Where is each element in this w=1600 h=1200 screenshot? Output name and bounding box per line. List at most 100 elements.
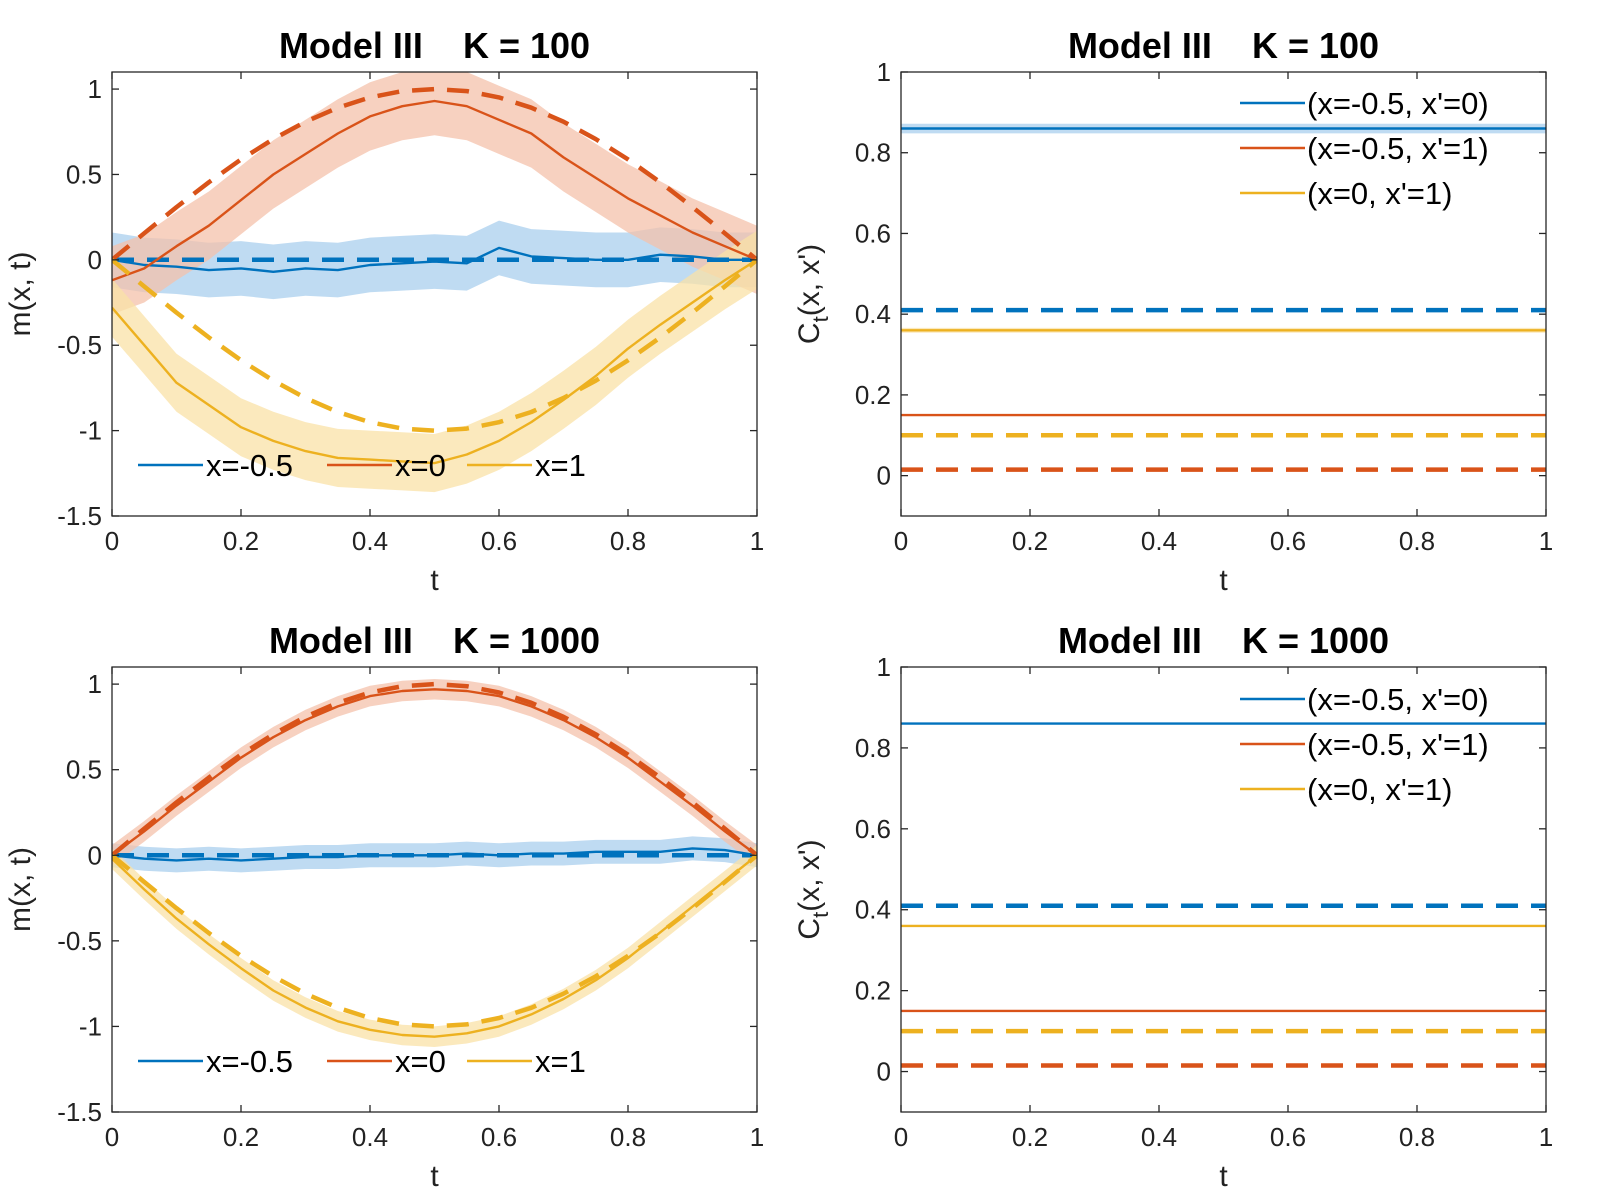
exact-line-yellow bbox=[112, 853, 757, 1029]
axes-box bbox=[900, 71, 1547, 517]
y-tick-label: -0.5 bbox=[57, 330, 102, 360]
x-tick-label: 0.2 bbox=[1012, 1122, 1048, 1152]
y-axis-label: Ct(x, x') bbox=[793, 244, 833, 344]
y-tick-label: 0.4 bbox=[855, 895, 891, 925]
plot-content bbox=[112, 72, 757, 493]
y-tick-label: 0 bbox=[877, 461, 891, 491]
x-tick-label: 0 bbox=[105, 1122, 119, 1152]
legend-label: x=-0.5 bbox=[206, 1044, 293, 1079]
confidence-band-yellow bbox=[112, 230, 757, 493]
chart-title: Model III K = 1000 bbox=[269, 620, 600, 661]
y-axis-label: m(x, t) bbox=[4, 252, 37, 337]
x-tick-label: 0.6 bbox=[1270, 526, 1306, 556]
x-axis-label: t bbox=[430, 564, 439, 597]
y-tick-label: 1 bbox=[877, 57, 891, 87]
y-tick-label: 0 bbox=[88, 245, 102, 275]
y-tick-label: 0 bbox=[877, 1057, 891, 1087]
y-tick-label: -1.5 bbox=[57, 501, 102, 531]
legend-label: (x=-0.5, x'=1) bbox=[1307, 131, 1489, 166]
plot-content bbox=[901, 722, 1546, 1068]
axes-box bbox=[111, 666, 758, 1113]
x-tick-label: 0.6 bbox=[481, 526, 517, 556]
y-tick-label: 0.5 bbox=[66, 755, 102, 785]
y-axis-label: m(x, t) bbox=[4, 847, 37, 932]
y-tick-label: 0.2 bbox=[855, 976, 891, 1006]
exact-line-yellow bbox=[112, 258, 757, 433]
x-tick-label: 0.8 bbox=[1399, 526, 1435, 556]
y-axis-label: Ct(x, x') bbox=[793, 839, 833, 939]
legend: (x=-0.5, x'=0) (x=-0.5, x'=1) (x=0, x'=1) bbox=[1240, 682, 1489, 807]
chart-title: Model III K = 100 bbox=[279, 25, 590, 66]
confidence-band-red bbox=[112, 72, 757, 315]
y-tick-label: 1 bbox=[88, 74, 102, 104]
legend-label: x=1 bbox=[535, 448, 586, 483]
x-tick-label: 1 bbox=[750, 526, 764, 556]
x-tick-label: 0.4 bbox=[352, 526, 388, 556]
plot-area bbox=[901, 72, 1546, 516]
x-tick-label: 0 bbox=[894, 526, 908, 556]
y-tick-label: 1 bbox=[877, 652, 891, 682]
series-line-red bbox=[112, 688, 757, 857]
plot-area bbox=[901, 667, 1546, 1112]
legend-label: x=0 bbox=[395, 1044, 446, 1079]
legend-label: (x=0, x'=1) bbox=[1307, 176, 1452, 211]
axes-box bbox=[900, 666, 1547, 1113]
x-tick-label: 0.4 bbox=[352, 1122, 388, 1152]
series-line-yellow bbox=[112, 258, 757, 465]
x-tick-label: 0.4 bbox=[1141, 1122, 1177, 1152]
exact-line-red bbox=[112, 86, 757, 262]
y-tick-label: 0.4 bbox=[855, 299, 891, 329]
legend: (x=-0.5, x'=0) (x=-0.5, x'=1) (x=0, x'=1) bbox=[1240, 86, 1489, 211]
legend-label: x=1 bbox=[535, 1044, 586, 1079]
plot-content bbox=[112, 679, 757, 1047]
x-tick-label: 1 bbox=[1539, 1122, 1553, 1152]
y-tick-label: 0.6 bbox=[855, 814, 891, 844]
x-tick-label: 0.2 bbox=[1012, 526, 1048, 556]
y-tick-label: 1 bbox=[88, 669, 102, 699]
plot-content bbox=[901, 123, 1546, 472]
x-tick-label: 0.8 bbox=[1399, 1122, 1435, 1152]
legend-label: x=-0.5 bbox=[206, 448, 293, 483]
legend-label: x=0 bbox=[395, 448, 446, 483]
y-tick-label: -0.5 bbox=[57, 926, 102, 956]
y-tick-label: 0.6 bbox=[855, 218, 891, 248]
chart-panel-1: 0 0.2 0.4 0.6 0.8 1 -1.5 -1 -0.5 0 0.5 1 Model III K… bbox=[4, 25, 764, 597]
x-tick-label: 0 bbox=[894, 1122, 908, 1152]
y-tick-label: -1 bbox=[79, 1011, 102, 1041]
chart-panel-3: 0 0.2 0.4 0.6 0.8 1 -1.5 -1 -0.5 0 0.5 1 Model III K… bbox=[4, 620, 764, 1193]
chart-panel-2: 0 0.2 0.4 0.6 0.8 1 0 0.2 0.4 0.6 0.8 1 Model III K … bbox=[793, 25, 1553, 597]
x-tick-label: 0 bbox=[105, 526, 119, 556]
legend: x=-0.5 x=0 x=1 bbox=[138, 1044, 586, 1079]
chart-title: Model III K = 100 bbox=[1068, 25, 1379, 66]
legend-label: (x=-0.5, x'=0) bbox=[1307, 682, 1489, 717]
x-tick-label: 1 bbox=[1539, 526, 1553, 556]
y-tick-label: 0.8 bbox=[855, 138, 891, 168]
y-tick-label: -1 bbox=[79, 416, 102, 446]
x-tick-label: 0.8 bbox=[610, 1122, 646, 1152]
x-tick-label: 0.4 bbox=[1141, 526, 1177, 556]
confidence-band-yellow bbox=[112, 845, 757, 1047]
axes-box bbox=[111, 71, 758, 517]
y-tick-label: 0 bbox=[88, 840, 102, 870]
x-tick-label: 0.6 bbox=[1270, 1122, 1306, 1152]
chart-panel-4: 0 0.2 0.4 0.6 0.8 1 0 0.2 0.4 0.6 0.8 1 Model III K … bbox=[793, 620, 1553, 1193]
y-tick-label: -1.5 bbox=[57, 1097, 102, 1127]
y-tick-label: 0.2 bbox=[855, 380, 891, 410]
x-axis-label: t bbox=[430, 1160, 439, 1193]
legend-label: (x=-0.5, x'=0) bbox=[1307, 86, 1489, 121]
x-axis-label: t bbox=[1219, 564, 1228, 597]
legend-label: (x=0, x'=1) bbox=[1307, 772, 1452, 807]
x-tick-label: 0.2 bbox=[223, 1122, 259, 1152]
x-axis-label: t bbox=[1219, 1160, 1228, 1193]
exact-line-red bbox=[112, 681, 757, 858]
x-tick-label: 0.2 bbox=[223, 526, 259, 556]
x-tick-label: 0.8 bbox=[610, 526, 646, 556]
series-line-red bbox=[112, 99, 757, 282]
legend-label: (x=-0.5, x'=1) bbox=[1307, 727, 1489, 762]
legend: x=-0.5 x=0 x=1 bbox=[138, 448, 586, 483]
x-tick-label: 1 bbox=[750, 1122, 764, 1152]
y-tick-label: 0.8 bbox=[855, 733, 891, 763]
chart-title: Model III K = 1000 bbox=[1058, 620, 1389, 661]
x-tick-label: 0.6 bbox=[481, 1122, 517, 1152]
